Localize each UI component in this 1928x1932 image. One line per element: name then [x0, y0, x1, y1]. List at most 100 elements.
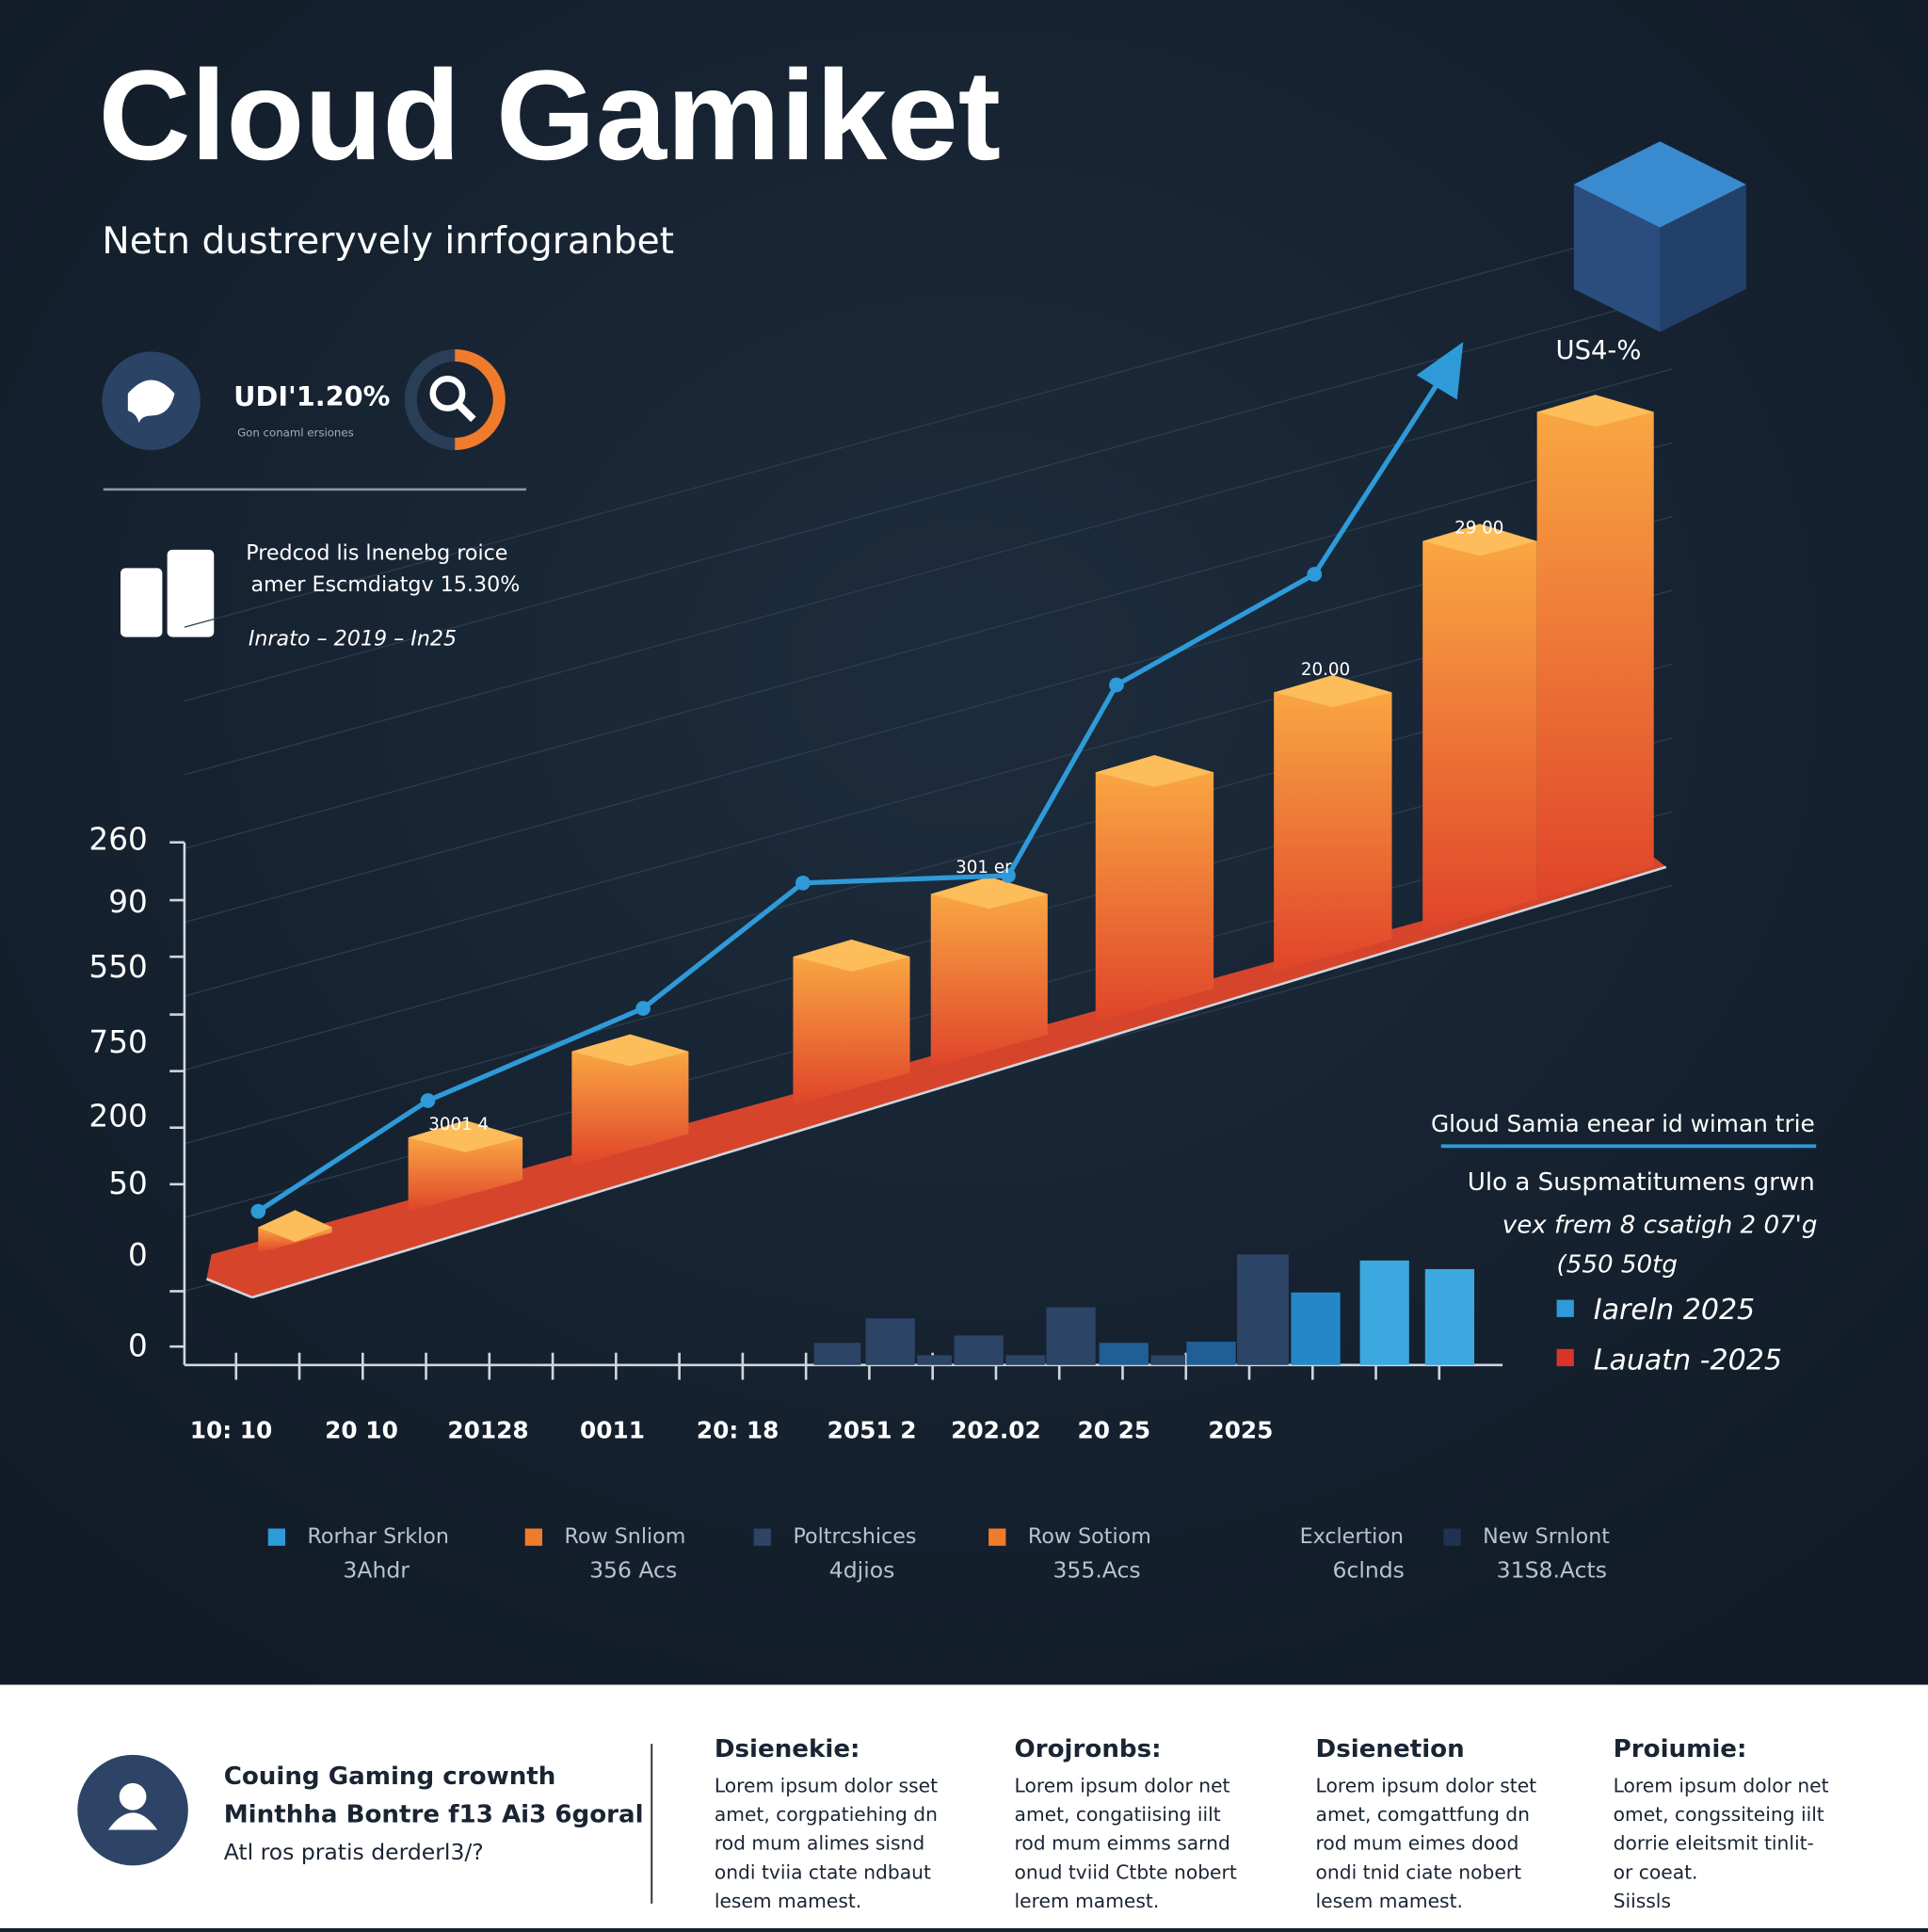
column-line: onud tviid Ctbte nobert	[1015, 1860, 1237, 1883]
legend-sub: 355.Acs	[1052, 1557, 1140, 1584]
bar-top	[1536, 394, 1654, 427]
y-label: 0	[128, 1237, 148, 1273]
trend-point	[250, 1203, 266, 1219]
trend-point	[1001, 868, 1016, 883]
column-line: lerem mamest.	[1015, 1890, 1160, 1912]
bar-top	[1422, 523, 1537, 556]
legend-label: New Srnlont	[1483, 1524, 1610, 1549]
bar-top	[930, 877, 1048, 910]
grid-line	[184, 368, 1673, 776]
side-legend-swatch	[1556, 1348, 1574, 1367]
column-line: lesem mamest.	[1316, 1890, 1463, 1912]
trend-point	[420, 1093, 436, 1108]
x-label: 2051 2	[827, 1416, 917, 1443]
bar-front	[793, 957, 910, 1105]
bar-top	[408, 1119, 523, 1152]
stat-caption: Gon conaml ersiones	[237, 426, 354, 439]
column-line: dorrie eleitsmit tinlit-	[1614, 1832, 1814, 1855]
side-legend-label: Iareln 2025	[1594, 1294, 1755, 1327]
column-heading: Proiumie:	[1614, 1735, 1747, 1763]
grid-line	[184, 294, 1673, 702]
column-line: ondi tnid ciate nobert	[1316, 1860, 1522, 1883]
x-label: 20 10	[325, 1416, 398, 1443]
small-bar	[1099, 1343, 1149, 1365]
bar-top	[793, 939, 910, 972]
ring-arc	[455, 348, 506, 451]
small-bar	[1005, 1355, 1046, 1365]
column-line: Lorem ipsum dolor net	[1015, 1774, 1230, 1796]
footer-bg	[0, 1684, 1928, 1928]
trend-line	[256, 361, 1454, 1214]
small-bar	[1359, 1260, 1409, 1365]
side-line: Ulo a Suspmatitumens grwn	[1468, 1168, 1815, 1197]
profile-line: Minthha Bontre f13 Ai3 6goral	[224, 1800, 644, 1828]
legend-swatch	[753, 1528, 771, 1546]
small-bar	[1291, 1292, 1341, 1365]
legend-label: Poltrcshices	[793, 1524, 916, 1549]
legend-label: Row Snliom	[565, 1524, 686, 1549]
bar-front	[1095, 772, 1214, 1022]
y-label: 750	[88, 1024, 147, 1060]
x-label: 20128	[447, 1416, 528, 1443]
trend-point	[635, 1001, 651, 1016]
search-glyph	[429, 376, 466, 411]
legend-sub: 31S8.Acts	[1497, 1557, 1607, 1584]
chart: 260 90 550 750 200 50 0 0 10: 10 20 10 20128 0011 20…	[88, 220, 1673, 1443]
legend-swatch	[988, 1528, 1006, 1546]
small-bar	[917, 1355, 952, 1365]
legend-swatch	[524, 1528, 542, 1546]
small-bar	[813, 1343, 861, 1365]
x-label: 10: 10	[190, 1416, 273, 1443]
y-label: 0	[128, 1328, 148, 1364]
side-line: vex frem 8 csatigh 2 07'g	[1502, 1212, 1818, 1240]
column-line: or coeat.	[1614, 1860, 1698, 1883]
note-line: Inrato – 2019 – In25	[249, 627, 457, 652]
column-line: rod mum alimes sisnd	[715, 1832, 924, 1855]
y-label: 260	[88, 821, 147, 857]
base-edge	[251, 865, 1667, 1299]
cube-side	[1660, 184, 1746, 332]
bar-front	[1536, 411, 1654, 900]
point-label: 3001 4	[428, 1115, 489, 1135]
legend-sub: 356 Acs	[589, 1557, 677, 1584]
side-title: Gloud Samia enear id wiman trie	[1431, 1110, 1815, 1137]
x-label: 20: 18	[697, 1416, 779, 1443]
small-bar	[865, 1318, 915, 1365]
column-line: amet, corgpatiehing dn	[715, 1803, 938, 1826]
trend-arrow	[1416, 342, 1464, 400]
bar-front	[930, 894, 1048, 1068]
y-label: 550	[88, 949, 147, 985]
bar-front	[571, 1051, 689, 1167]
column-line: amet, congatiising iilt	[1015, 1803, 1221, 1826]
title: Cloud Gamiket	[98, 43, 1000, 186]
subtitle: Netn dustreryvely inrfogranbet	[102, 220, 674, 263]
note-line: amer Escmdiatgv 15.30%	[250, 572, 520, 597]
legend-label: Row Sotiom	[1028, 1524, 1151, 1549]
small-bar	[1236, 1254, 1289, 1365]
profile-line: Atl ros pratis derderl3/?	[224, 1839, 484, 1865]
bar-top	[258, 1210, 332, 1243]
column-line: rod mum eimes dood	[1316, 1832, 1519, 1855]
point-label: 29 00	[1454, 519, 1503, 539]
search-handle	[456, 401, 476, 423]
y-label: 50	[108, 1166, 148, 1201]
doc-icon	[120, 549, 215, 637]
legend-label: Rorhar Srklon	[308, 1524, 449, 1549]
column-line: lesem mamest.	[715, 1890, 861, 1912]
trend-point	[1307, 567, 1323, 582]
legend-sub: 3Ahdr	[343, 1557, 410, 1584]
note-line: Predcod lis lnenebg roice	[246, 540, 507, 565]
base-edge	[205, 1278, 253, 1299]
grid-line	[184, 442, 1673, 849]
trend-point	[1109, 677, 1124, 693]
side-legend-swatch	[1556, 1299, 1574, 1317]
legend-sub: 6clnds	[1332, 1557, 1404, 1584]
point-label: 20.00	[1301, 660, 1350, 680]
small-bar	[1186, 1341, 1236, 1365]
bar-front	[1422, 540, 1537, 931]
small-bar	[954, 1335, 1004, 1365]
column-line: Lorem ipsum dolor sset	[715, 1774, 938, 1796]
x-label: 20 25	[1078, 1416, 1151, 1443]
